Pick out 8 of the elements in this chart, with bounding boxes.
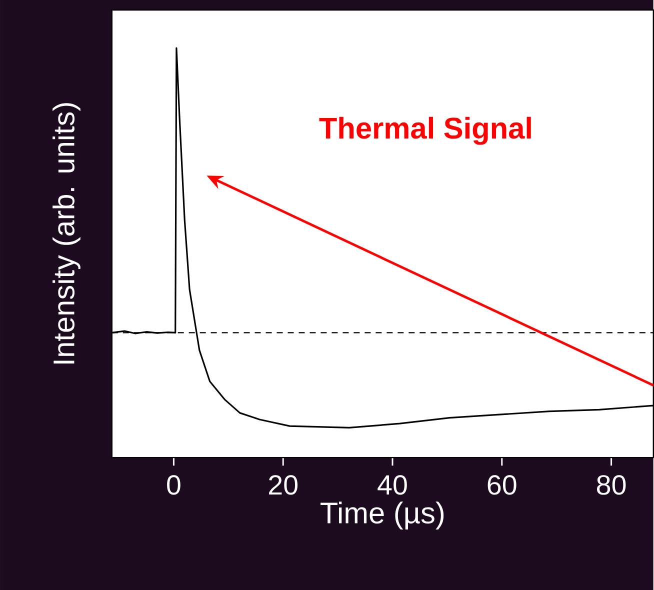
x-tick-label: 20 <box>269 474 298 495</box>
x-axis-title: Time (µs) <box>320 501 444 530</box>
y-axis-title: Intensity (arb. units) <box>52 102 80 364</box>
x-tick-label: 40 <box>378 474 407 495</box>
x-tick-label: 0 <box>167 474 180 495</box>
x-tick-label: 60 <box>488 474 516 495</box>
annotation: Thermal Signal <box>319 116 531 145</box>
x-tick-label: 80 <box>597 474 626 495</box>
